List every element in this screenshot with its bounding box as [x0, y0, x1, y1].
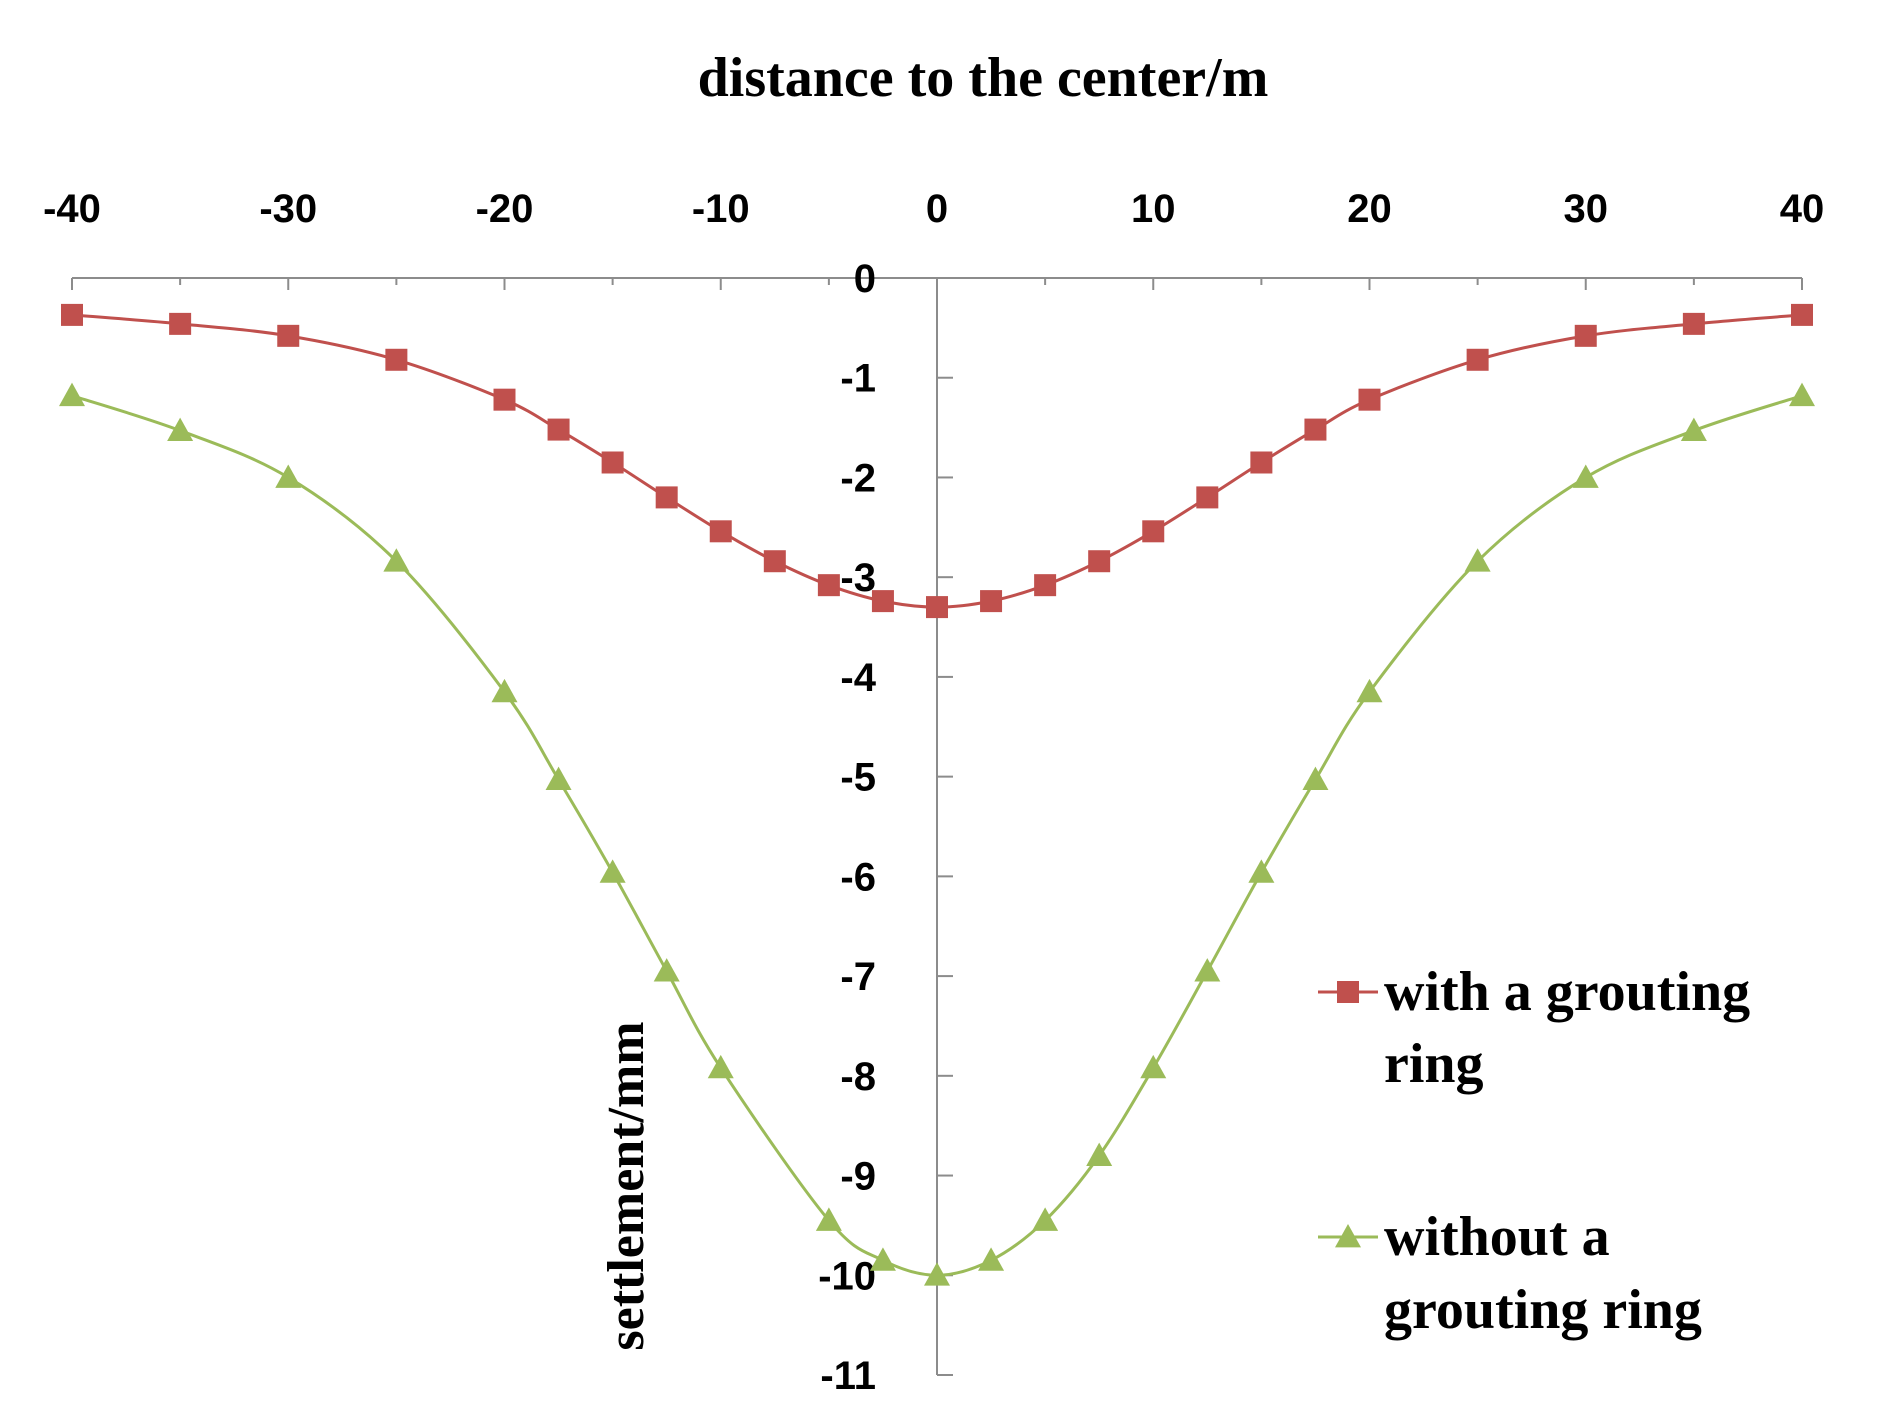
- x-tick-label: 10: [1131, 187, 1176, 231]
- data-point: [1572, 464, 1599, 488]
- data-point: [871, 590, 894, 613]
- legend-label: without a: [1384, 1206, 1610, 1268]
- y-tick-label: -5: [840, 756, 876, 800]
- data-point: [1789, 382, 1815, 407]
- data-point: [1250, 451, 1273, 474]
- legend-entry-2: without a grouting ring: [1318, 1206, 1702, 1341]
- data-point: [1574, 324, 1597, 347]
- data-point: [924, 1262, 950, 1286]
- x-tick-label: -40: [43, 187, 101, 231]
- data-point: [926, 596, 948, 619]
- data-point: [1302, 766, 1329, 791]
- data-point: [169, 312, 192, 335]
- data-point: [275, 464, 302, 488]
- data-point: [491, 678, 518, 703]
- y-tick-labels: 0 -1 -2 -3 -4 -5 -6 -7 -8 -9 -10 -11: [818, 257, 877, 1398]
- legend-entry-1: with a grouting ring: [1318, 961, 1750, 1095]
- data-point: [1248, 859, 1275, 883]
- y-tick-label: 0: [854, 257, 876, 301]
- data-point: [1680, 417, 1707, 441]
- data-point: [493, 388, 516, 411]
- x-tick-label: 30: [1564, 187, 1609, 231]
- data-point: [1682, 312, 1705, 335]
- axes: [71, 277, 1803, 1376]
- x-tick-label: 20: [1347, 187, 1392, 231]
- data-point: [1032, 1207, 1059, 1231]
- data-point: [655, 486, 678, 509]
- x-tick-labels: -40 -30 -20 -10 0 10 20 30 40: [43, 187, 1824, 231]
- legend: with a grouting ring without a grouting rin…: [1318, 961, 1750, 1341]
- series-1: [61, 303, 1813, 619]
- data-point: [707, 1054, 734, 1079]
- y-tick-label: -7: [840, 955, 876, 999]
- data-point: [1196, 486, 1219, 509]
- y-tick-label: -9: [840, 1155, 876, 1199]
- y-tick-label: -8: [840, 1055, 876, 1099]
- x-tick-label: -10: [692, 187, 750, 231]
- data-point: [385, 348, 408, 371]
- data-point: [1304, 418, 1327, 441]
- data-point: [980, 590, 1003, 613]
- chart-title: distance to the center/m: [698, 47, 1269, 109]
- series-line: [71, 394, 1803, 1277]
- legend-marker: [1337, 981, 1359, 1003]
- data-point: [653, 958, 680, 982]
- x-tick-label: -20: [476, 187, 534, 231]
- y-tick-label: -1: [840, 357, 876, 401]
- data-point: [383, 548, 410, 572]
- data-point: [1086, 1142, 1113, 1166]
- series-layer: [59, 303, 1815, 1286]
- y-tick-label: -2: [840, 456, 876, 500]
- y-tick-label: -6: [840, 855, 876, 899]
- data-point: [1142, 520, 1165, 543]
- data-point: [1140, 1054, 1167, 1079]
- data-point: [1464, 548, 1491, 572]
- x-tick-label: 40: [1780, 187, 1825, 231]
- data-point: [599, 859, 626, 883]
- data-point: [709, 520, 732, 543]
- data-point: [167, 417, 194, 441]
- data-point: [545, 766, 572, 791]
- data-point: [1466, 348, 1489, 371]
- data-point: [1358, 388, 1381, 411]
- data-point: [59, 382, 85, 407]
- data-point: [1194, 958, 1221, 982]
- data-point: [601, 451, 624, 474]
- y-tick-label: -10: [818, 1254, 876, 1298]
- data-point: [817, 574, 840, 597]
- legend-label: ring: [1384, 1033, 1484, 1095]
- y-tick-label: -4: [840, 656, 876, 700]
- data-point: [61, 303, 83, 326]
- x-tick-label: -30: [259, 187, 317, 231]
- y-axis-label: settlement/mm: [598, 1021, 655, 1350]
- data-point: [1088, 550, 1111, 573]
- data-point: [277, 324, 300, 347]
- data-point: [815, 1207, 842, 1231]
- legend-label: with a grouting: [1384, 961, 1750, 1023]
- y-tick-label: -11: [820, 1354, 876, 1398]
- y-tick-label: -3: [840, 556, 876, 600]
- data-point: [763, 550, 786, 573]
- legend-marker: [1335, 1224, 1361, 1248]
- legend-label: grouting ring: [1384, 1279, 1702, 1341]
- data-point: [1356, 678, 1383, 703]
- data-point: [869, 1247, 896, 1271]
- data-point: [1791, 303, 1813, 326]
- x-tick-label: 0: [926, 187, 948, 231]
- data-point: [978, 1247, 1005, 1271]
- series-2: [59, 382, 1815, 1286]
- data-point: [547, 418, 570, 441]
- data-point: [1034, 574, 1057, 597]
